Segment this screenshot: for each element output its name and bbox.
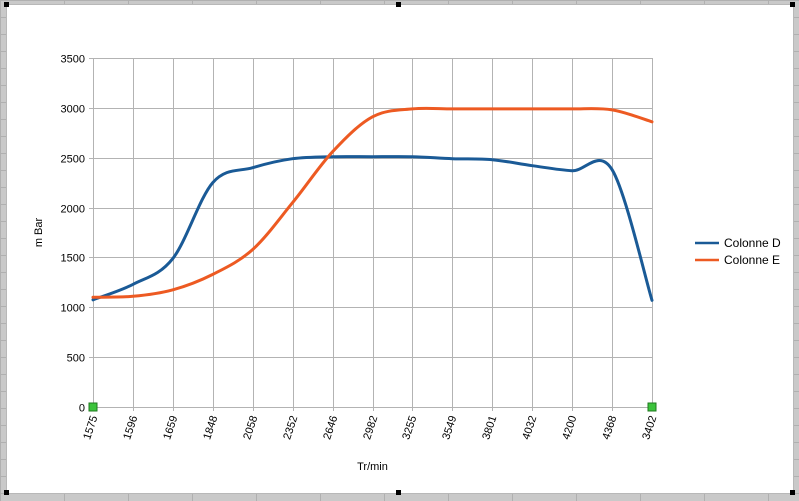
x-axis-title: Tr/min <box>357 461 388 473</box>
resize-handle-top-right[interactable] <box>790 2 795 7</box>
y-axis-ticks: 0 500 1000 1500 2000 2500 3000 3500 <box>61 54 93 415</box>
series-lines <box>91 106 654 302</box>
x-tick-label: 2646 <box>321 414 340 441</box>
gridlines <box>93 58 653 408</box>
y-tick-label: 2500 <box>61 154 85 166</box>
x-tick-label: 3549 <box>440 414 459 441</box>
series-line-colonne-d <box>91 155 654 302</box>
resize-handle-bottom[interactable] <box>396 490 401 495</box>
resize-handle-bottom-left[interactable] <box>4 490 9 495</box>
selection-handle-left[interactable] <box>88 402 98 412</box>
legend: Colonne D Colonne E <box>695 236 781 267</box>
y-tick-label: 500 <box>67 353 85 365</box>
y-tick-label: 3000 <box>61 104 85 116</box>
x-tick-label: 1596 <box>121 414 140 441</box>
x-tick-label: 4032 <box>520 414 539 441</box>
y-tick-label: 1500 <box>61 253 85 265</box>
x-tick-label: 2058 <box>241 414 260 441</box>
y-tick-label: 3500 <box>61 54 85 66</box>
x-tick-label: 1848 <box>201 414 220 441</box>
x-tick-label: 2982 <box>361 414 380 441</box>
x-tick-label: 3255 <box>400 414 419 441</box>
x-tick-label: 1659 <box>161 414 180 441</box>
resize-handle-top[interactable] <box>396 2 401 7</box>
x-tick-label: 1575 <box>81 414 100 441</box>
line-chart: 0 500 1000 1500 2000 2500 3000 3500 1575 1596 165… <box>33 54 781 474</box>
y-tick-label: 2000 <box>61 204 85 216</box>
x-tick-label: 4368 <box>600 414 619 441</box>
series-line-colonne-e <box>91 106 654 299</box>
legend-label-colonne-d: Colonne D <box>724 236 781 250</box>
selection-handle-right[interactable] <box>647 402 657 412</box>
y-tick-label: 0 <box>79 403 85 415</box>
x-axis-ticks: 1575 1596 1659 1848 2058 2352 2646 2982 3255 3549… <box>81 407 659 441</box>
x-tick-label: 2352 <box>281 414 300 441</box>
chart-frame[interactable]: 0 500 1000 1500 2000 2500 3000 3500 1575 1596 165… <box>4 2 795 495</box>
x-tick-label: 4200 <box>560 414 579 441</box>
x-tick-label: 3801 <box>480 414 499 441</box>
x-tick-label: 3402 <box>640 414 659 441</box>
resize-handle-top-left[interactable] <box>4 2 9 7</box>
y-axis-title: m Bar <box>33 217 45 247</box>
y-tick-label: 1000 <box>61 303 85 315</box>
legend-label-colonne-e: Colonne E <box>724 253 780 267</box>
resize-handle-bottom-right[interactable] <box>790 490 795 495</box>
